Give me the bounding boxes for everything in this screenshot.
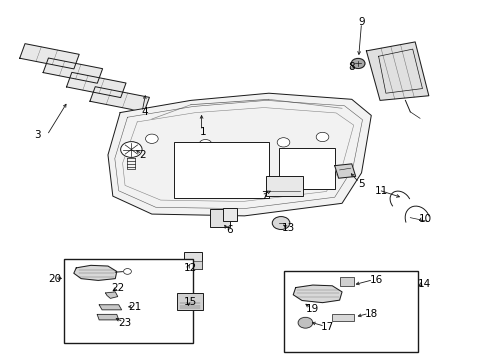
Text: 17: 17 — [320, 322, 333, 332]
Circle shape — [145, 134, 158, 143]
Text: 4: 4 — [141, 107, 147, 117]
Text: 9: 9 — [358, 17, 364, 27]
Text: 18: 18 — [364, 310, 377, 319]
Bar — [222, 208, 237, 221]
Text: 14: 14 — [417, 279, 430, 289]
Text: 1: 1 — [199, 127, 206, 136]
Circle shape — [316, 132, 328, 141]
Text: 6: 6 — [226, 225, 233, 235]
Text: 7: 7 — [260, 191, 267, 201]
Polygon shape — [108, 93, 370, 216]
Circle shape — [121, 141, 142, 157]
Bar — [177, 293, 202, 310]
Bar — [266, 176, 303, 196]
Text: 3: 3 — [34, 130, 41, 140]
Text: 2: 2 — [139, 150, 145, 160]
Text: 12: 12 — [184, 263, 197, 273]
Polygon shape — [43, 58, 102, 83]
Polygon shape — [293, 285, 341, 303]
Text: 16: 16 — [369, 275, 382, 285]
Bar — [283, 271, 417, 352]
Text: 23: 23 — [118, 318, 131, 328]
Text: 21: 21 — [128, 302, 141, 312]
Polygon shape — [90, 87, 149, 112]
Bar — [339, 277, 353, 286]
Bar — [210, 209, 229, 226]
Text: 11: 11 — [374, 186, 387, 196]
Circle shape — [277, 138, 289, 147]
Text: 5: 5 — [358, 179, 364, 189]
Circle shape — [350, 58, 364, 68]
Bar — [64, 259, 193, 343]
Circle shape — [298, 318, 312, 328]
Polygon shape — [97, 315, 119, 320]
Text: 22: 22 — [111, 283, 124, 293]
Circle shape — [199, 139, 211, 149]
Text: 10: 10 — [418, 215, 430, 224]
Bar — [331, 315, 353, 321]
Text: 13: 13 — [281, 224, 294, 233]
Text: 8: 8 — [348, 62, 354, 72]
Circle shape — [123, 269, 131, 274]
Polygon shape — [74, 265, 117, 280]
Text: 20: 20 — [48, 274, 61, 284]
Bar — [278, 148, 334, 189]
Bar — [183, 252, 202, 269]
Bar — [183, 261, 202, 269]
Polygon shape — [99, 305, 122, 310]
Text: 19: 19 — [305, 304, 319, 314]
Polygon shape — [66, 72, 126, 98]
Polygon shape — [105, 292, 118, 298]
Circle shape — [272, 217, 289, 229]
Polygon shape — [366, 42, 428, 100]
Text: 15: 15 — [184, 297, 197, 307]
Bar — [173, 142, 268, 198]
Polygon shape — [20, 44, 79, 69]
Polygon shape — [334, 164, 355, 178]
